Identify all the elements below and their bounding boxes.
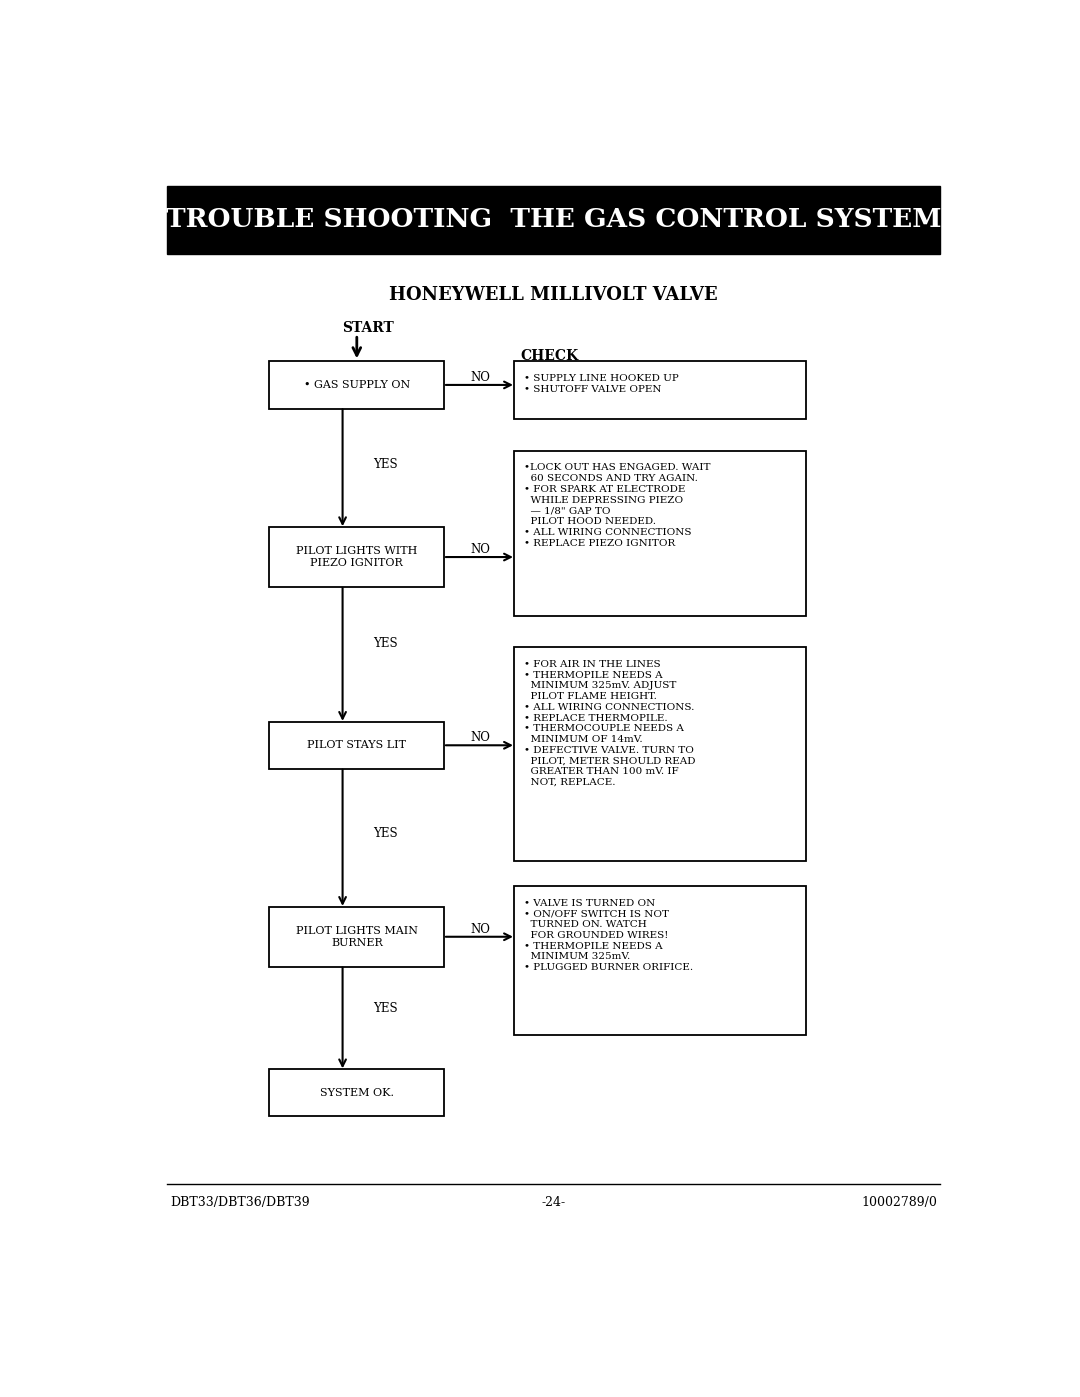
Text: CHECK: CHECK [521, 349, 578, 363]
FancyBboxPatch shape [269, 907, 444, 967]
Text: PILOT STAYS LIT: PILOT STAYS LIT [308, 740, 406, 750]
FancyBboxPatch shape [514, 647, 807, 861]
Text: •LOCK OUT HAS ENGAGED. WAIT
  60 SECONDS AND TRY AGAIN.
• FOR SPARK AT ELECTRODE: •LOCK OUT HAS ENGAGED. WAIT 60 SECONDS A… [524, 464, 711, 548]
Text: NO: NO [470, 543, 490, 556]
Text: YES: YES [374, 637, 399, 650]
Text: DBT33/DBT36/DBT39: DBT33/DBT36/DBT39 [171, 1196, 310, 1208]
Text: • SUPPLY LINE HOOKED UP
• SHUTOFF VALVE OPEN: • SUPPLY LINE HOOKED UP • SHUTOFF VALVE … [524, 374, 679, 394]
Text: PILOT LIGHTS WITH
PIEZO IGNITOR: PILOT LIGHTS WITH PIEZO IGNITOR [296, 546, 418, 569]
Text: START: START [341, 321, 393, 335]
FancyBboxPatch shape [269, 527, 444, 587]
FancyBboxPatch shape [269, 1069, 444, 1116]
FancyBboxPatch shape [269, 362, 444, 408]
Text: PILOT LIGHTS MAIN
BURNER: PILOT LIGHTS MAIN BURNER [296, 926, 418, 949]
FancyBboxPatch shape [514, 362, 807, 419]
Text: NO: NO [470, 370, 490, 384]
Text: NO: NO [470, 923, 490, 936]
FancyBboxPatch shape [514, 886, 807, 1035]
Text: HONEYWELL MILLIVOLT VALVE: HONEYWELL MILLIVOLT VALVE [389, 285, 718, 303]
Text: YES: YES [374, 458, 399, 471]
Text: SYSTEM OK.: SYSTEM OK. [320, 1088, 394, 1098]
FancyBboxPatch shape [514, 451, 807, 616]
Text: • GAS SUPPLY ON: • GAS SUPPLY ON [303, 380, 410, 390]
FancyBboxPatch shape [269, 722, 444, 768]
Text: YES: YES [374, 827, 399, 840]
Text: -24-: -24- [541, 1196, 566, 1208]
Text: NO: NO [470, 731, 490, 745]
Text: YES: YES [374, 1002, 399, 1016]
Text: TROUBLE SHOOTING  THE GAS CONTROL SYSTEM: TROUBLE SHOOTING THE GAS CONTROL SYSTEM [165, 207, 942, 232]
Text: 10002789/0: 10002789/0 [861, 1196, 936, 1208]
Text: • VALVE IS TURNED ON
• ON/OFF SWITCH IS NOT
  TURNED ON. WATCH
  FOR GROUNDED WI: • VALVE IS TURNED ON • ON/OFF SWITCH IS … [524, 898, 693, 972]
FancyBboxPatch shape [166, 186, 941, 254]
Text: • FOR AIR IN THE LINES
• THERMOPILE NEEDS A
  MINIMUM 325mV. ADJUST
  PILOT FLAM: • FOR AIR IN THE LINES • THERMOPILE NEED… [524, 659, 696, 787]
